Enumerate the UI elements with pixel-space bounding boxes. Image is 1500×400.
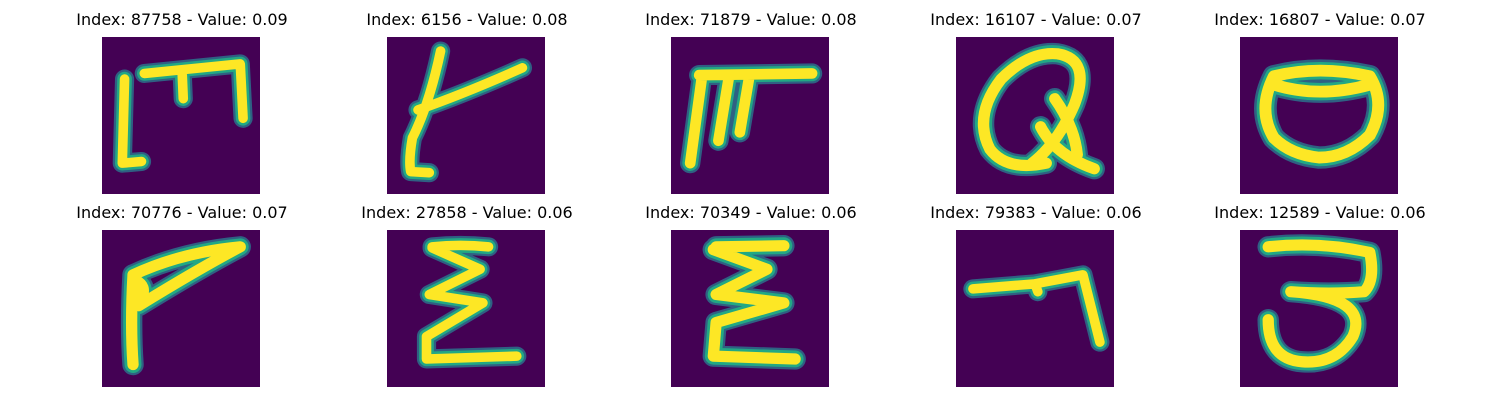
panel-title: Index: 16807 - Value: 0.07 bbox=[1214, 10, 1426, 29]
digit-image-e bbox=[387, 230, 545, 387]
panel-title: Index: 12589 - Value: 0.06 bbox=[1214, 203, 1426, 222]
digit-image-t bbox=[387, 37, 545, 194]
panel-title: Index: 16107 - Value: 0.07 bbox=[930, 10, 1142, 29]
digit-image-o bbox=[1240, 37, 1398, 194]
panel-title: Index: 27858 - Value: 0.06 bbox=[361, 203, 573, 222]
panel-6: Index: 27858 - Value: 0.06 bbox=[347, 203, 587, 388]
panel-title: Index: 70349 - Value: 0.06 bbox=[645, 203, 857, 222]
panel-8: Index: 79383 - Value: 0.06 bbox=[916, 203, 1156, 388]
digit-image-7 bbox=[956, 230, 1114, 387]
panel-9: Index: 12589 - Value: 0.06 bbox=[1200, 203, 1440, 388]
panel-7: Index: 70349 - Value: 0.06 bbox=[631, 203, 871, 388]
digit-image-pi bbox=[671, 37, 829, 194]
panel-1: Index: 6156 - Value: 0.08 bbox=[347, 10, 587, 195]
panel-title: Index: 87758 - Value: 0.09 bbox=[76, 10, 288, 29]
panel-5: Index: 70776 - Value: 0.07 bbox=[62, 203, 302, 388]
digit-image-a bbox=[956, 37, 1114, 194]
digit-image-p bbox=[102, 230, 260, 387]
panel-3: Index: 16107 - Value: 0.07 bbox=[916, 10, 1156, 195]
digit-image-m bbox=[102, 37, 260, 194]
panel-4: Index: 16807 - Value: 0.07 bbox=[1200, 10, 1440, 195]
panel-title: Index: 70776 - Value: 0.07 bbox=[76, 203, 288, 222]
panel-title: Index: 71879 - Value: 0.08 bbox=[645, 10, 857, 29]
panel-2: Index: 71879 - Value: 0.08 bbox=[631, 10, 871, 195]
panel-title: Index: 79383 - Value: 0.06 bbox=[930, 203, 1142, 222]
digit-image-3 bbox=[1240, 230, 1398, 387]
digit-image-e2 bbox=[671, 230, 829, 387]
panel-title: Index: 6156 - Value: 0.08 bbox=[366, 10, 568, 29]
panel-0: Index: 87758 - Value: 0.09 bbox=[62, 10, 302, 195]
